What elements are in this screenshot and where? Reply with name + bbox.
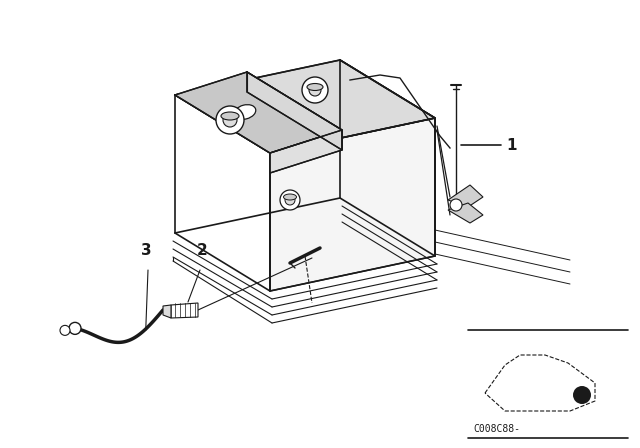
- Ellipse shape: [234, 105, 256, 119]
- Polygon shape: [171, 303, 198, 318]
- Text: C008C88-: C008C88-: [473, 424, 520, 434]
- Ellipse shape: [221, 112, 239, 120]
- Circle shape: [285, 195, 295, 205]
- Polygon shape: [448, 203, 483, 223]
- Text: 3: 3: [141, 243, 151, 258]
- Circle shape: [223, 113, 237, 127]
- Polygon shape: [448, 185, 483, 207]
- Polygon shape: [340, 60, 435, 256]
- Circle shape: [69, 323, 81, 334]
- Circle shape: [60, 325, 70, 336]
- Polygon shape: [163, 305, 171, 318]
- Circle shape: [216, 106, 244, 134]
- Polygon shape: [270, 130, 342, 173]
- Text: 1: 1: [506, 138, 516, 152]
- Ellipse shape: [307, 83, 323, 90]
- Ellipse shape: [284, 194, 296, 200]
- Polygon shape: [175, 60, 435, 153]
- Polygon shape: [175, 72, 342, 153]
- Circle shape: [302, 77, 328, 103]
- Circle shape: [280, 190, 300, 210]
- Polygon shape: [270, 118, 435, 291]
- Polygon shape: [247, 72, 342, 150]
- Text: 2: 2: [196, 243, 207, 258]
- Circle shape: [573, 386, 591, 404]
- Circle shape: [450, 199, 462, 211]
- Circle shape: [309, 84, 321, 96]
